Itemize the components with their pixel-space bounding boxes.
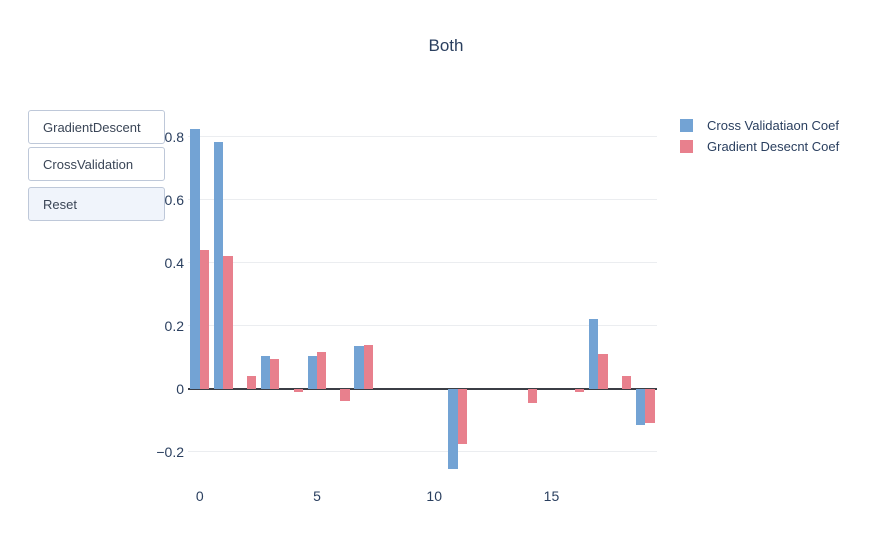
legend-swatch-icon xyxy=(680,140,693,153)
legend-item-gradient-descent[interactable]: Gradient Desecnt Coef xyxy=(680,136,839,157)
y-tick-label: 0 xyxy=(176,380,184,397)
bar-gradient-descent-x4[interactable] xyxy=(293,388,303,392)
bar-gradient-descent-x18[interactable] xyxy=(621,376,632,389)
updatemenu-button-reset[interactable]: Reset xyxy=(28,187,165,221)
y-gridline xyxy=(188,136,657,138)
bar-gradient-descent-x16[interactable] xyxy=(574,388,585,392)
bar-gradient-descent-x3[interactable] xyxy=(270,358,280,389)
legend-label: Gradient Desecnt Coef xyxy=(707,139,840,154)
bar-gradient-descent-x11[interactable] xyxy=(457,388,468,444)
bar-gradient-descent-x2[interactable] xyxy=(246,376,257,389)
y-tick-label: −0.2 xyxy=(156,443,184,460)
y-gridline xyxy=(188,262,657,264)
bar-gradient-descent-x7[interactable] xyxy=(363,344,374,389)
bar-gradient-descent-x5[interactable] xyxy=(316,352,327,389)
x-tick-label: 10 xyxy=(426,488,442,504)
y-gridline xyxy=(188,199,657,201)
bar-gradient-descent-x19[interactable] xyxy=(645,388,655,424)
bar-gradient-descent-x1[interactable] xyxy=(223,256,233,389)
y-tick-label: 0.2 xyxy=(164,317,184,334)
bar-cross-validation-x5[interactable] xyxy=(307,355,317,389)
y-tick-label: 0.4 xyxy=(164,254,184,271)
bar-cross-validation-x17[interactable] xyxy=(588,319,599,389)
bar-cross-validation-x1[interactable] xyxy=(213,141,224,389)
bar-cross-validation-x7[interactable] xyxy=(354,346,364,389)
updatemenu-button-crossvalidation[interactable]: CrossValidation xyxy=(28,147,165,181)
y-gridline xyxy=(188,325,657,327)
legend-label: Cross Validatiaon Coef xyxy=(707,118,839,133)
chart-title: Both xyxy=(428,36,464,55)
bar-cross-validation-x0[interactable] xyxy=(190,128,200,389)
bar-gradient-descent-x0[interactable] xyxy=(199,250,210,389)
button-label: GradientDescent xyxy=(43,119,141,135)
x-tick-label: 15 xyxy=(543,488,560,504)
button-label: CrossValidation xyxy=(43,156,134,172)
y-tick-label: 0.6 xyxy=(164,191,184,208)
legend: Cross Validatiaon Coef Gradient Desecnt C… xyxy=(680,115,839,157)
bar-gradient-descent-x14[interactable] xyxy=(528,388,538,403)
bar-cross-validation-x3[interactable] xyxy=(260,355,271,389)
updatemenu-button-gradientdescent[interactable]: GradientDescent xyxy=(28,110,165,144)
bar-cross-validation-x19[interactable] xyxy=(635,388,646,425)
x-tick-label: 0 xyxy=(195,488,204,504)
bar-cross-validation-x11[interactable] xyxy=(448,388,458,469)
plot-area xyxy=(188,100,657,480)
legend-item-cross-validation[interactable]: Cross Validatiaon Coef xyxy=(680,115,839,136)
x-tick-label: 5 xyxy=(313,488,321,504)
y-tick-label: 0.8 xyxy=(164,128,184,145)
button-label: Reset xyxy=(43,196,77,212)
bar-gradient-descent-x17[interactable] xyxy=(598,354,608,389)
y-gridline xyxy=(188,451,657,453)
zero-line xyxy=(188,387,657,390)
bar-gradient-descent-x6[interactable] xyxy=(340,388,350,402)
legend-swatch-icon xyxy=(680,119,693,132)
